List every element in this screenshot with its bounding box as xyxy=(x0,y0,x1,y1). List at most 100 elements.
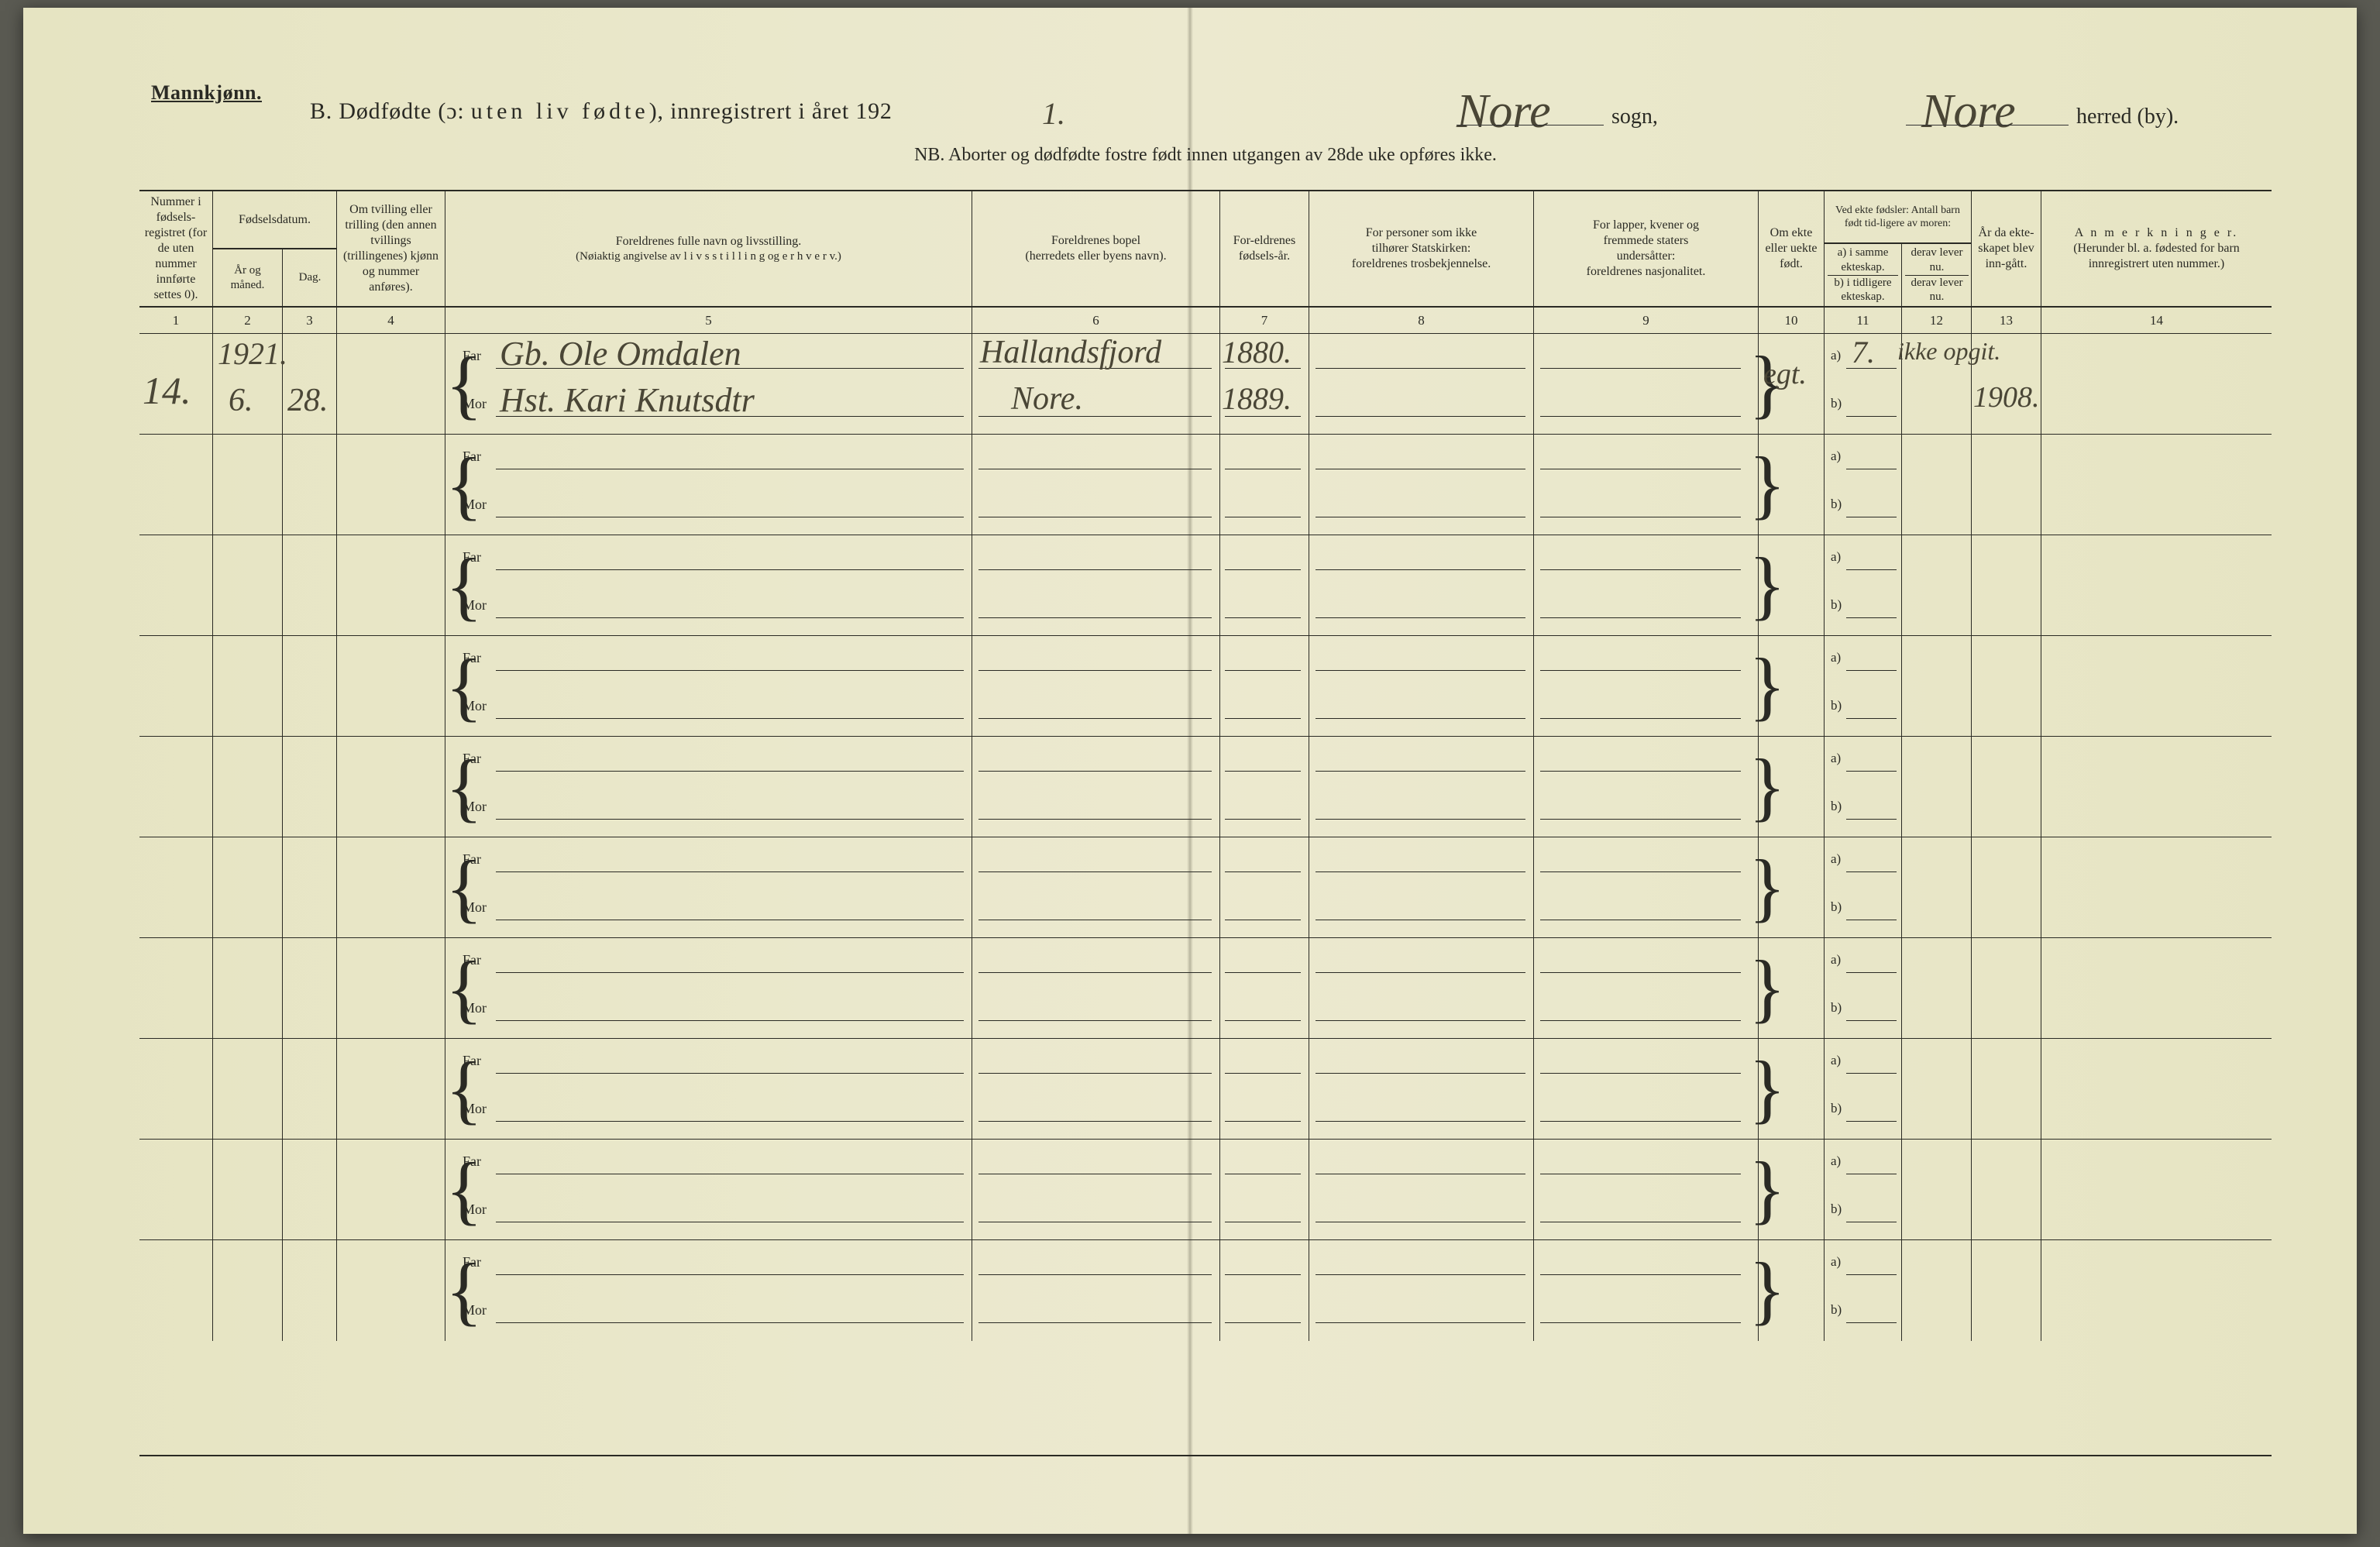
table-body: 14.1921.6.28.{FarMorGb. Ole OmdalenHst. … xyxy=(139,334,2272,1455)
cell-c8 xyxy=(1309,837,1534,937)
cell-c3 xyxy=(283,1140,337,1239)
mor-underline xyxy=(496,617,964,618)
cell-c3 xyxy=(283,435,337,535)
mor-underline xyxy=(1540,1020,1741,1021)
cell-c14 xyxy=(2041,1240,2272,1341)
cell-c10 xyxy=(1759,1240,1825,1341)
col-11a-text: a) i samme ekteskap. xyxy=(1828,246,1898,275)
title-prefix: B. Dødfødte (ɔ: xyxy=(310,98,471,124)
cell-c6 xyxy=(972,737,1220,837)
col-8c-text: foreldrenes trosbekjennelse. xyxy=(1352,256,1491,272)
brace-icon: { xyxy=(445,342,458,426)
cell-c11: a)b) xyxy=(1825,535,1902,635)
cell-c5: {FarMor xyxy=(445,837,972,937)
colnum-8: 8 xyxy=(1309,308,1534,333)
far-underline xyxy=(1540,368,1741,369)
cell-c13 xyxy=(1972,737,2041,837)
cell-c8 xyxy=(1309,636,1534,736)
title-suffix: ), innregistrert i året 192 xyxy=(649,98,892,124)
cell-c9: } xyxy=(1534,334,1759,434)
mor-underline xyxy=(1540,819,1741,820)
mor-label: Mor xyxy=(463,899,487,916)
col-8-head: For personer som ikke tilhører Statskirk… xyxy=(1309,191,1534,306)
mor-label: Mor xyxy=(463,1101,487,1117)
form-title: B. Dødfødte (ɔ: uten liv fødte), innregi… xyxy=(310,98,892,125)
cell-c12 xyxy=(1902,1140,1972,1239)
far-underline xyxy=(1540,771,1741,772)
col-9-head: For lapper, kvener og fremmede staters u… xyxy=(1534,191,1759,306)
cell-c3 xyxy=(283,938,337,1038)
col-9c-text: undersåtter: xyxy=(1617,249,1676,264)
far-underline xyxy=(1540,670,1741,671)
far-underline xyxy=(1316,871,1525,872)
cell-c7 xyxy=(1220,435,1309,535)
cell-c7: 1880.1889. xyxy=(1220,334,1309,434)
far-underline xyxy=(1316,569,1525,570)
far-label: Far xyxy=(463,952,481,968)
b-underline xyxy=(1846,819,1897,820)
cell-c12 xyxy=(1902,1240,1972,1341)
cell-c6 xyxy=(972,535,1220,635)
far-underline xyxy=(1225,972,1301,973)
cell-c7 xyxy=(1220,1039,1309,1139)
b-label: b) xyxy=(1831,1000,1842,1016)
col-8a-text: For personer som ikke xyxy=(1366,225,1477,241)
marriage-year: 1908. xyxy=(1973,380,2040,414)
cell-c11: a)b) xyxy=(1825,636,1902,736)
colnum-12: 12 xyxy=(1902,308,1972,333)
b-label: b) xyxy=(1831,1101,1842,1116)
far-label: Far xyxy=(463,348,481,364)
cell-c9: } xyxy=(1534,737,1759,837)
cell-c14 xyxy=(2041,334,2272,434)
cell-c3 xyxy=(283,1240,337,1341)
col-12a-text: derav lever nu. xyxy=(1905,246,1969,275)
colnum-6: 6 xyxy=(972,308,1220,333)
brace-icon: { xyxy=(445,1147,458,1232)
year-handwritten: 1. xyxy=(1042,95,1065,132)
cell-c10 xyxy=(1759,435,1825,535)
mor-underline xyxy=(1540,718,1741,719)
cell-c12 xyxy=(1902,837,1972,937)
mother-residence: Nore. xyxy=(1011,380,1083,418)
cell-c13 xyxy=(1972,1140,2041,1239)
table-row: 14.1921.6.28.{FarMorGb. Ole OmdalenHst. … xyxy=(139,334,2272,435)
cell-c5: {FarMor xyxy=(445,636,972,736)
cell-c1 xyxy=(139,1140,213,1239)
cell-c9: } xyxy=(1534,636,1759,736)
mor-underline xyxy=(1316,617,1525,618)
cell-c5: {FarMor xyxy=(445,535,972,635)
col-13-text: År da ekte-skapet blev inn-gått. xyxy=(1976,225,2036,272)
far-underline xyxy=(1316,972,1525,973)
brace-icon: { xyxy=(445,1047,458,1131)
cell-c11: a)b) xyxy=(1825,837,1902,937)
mor-underline xyxy=(1316,1121,1525,1122)
entry-number: 14. xyxy=(143,368,191,413)
col-9d-text: foreldrenes nasjonalitet. xyxy=(1587,264,1706,280)
cell-c6 xyxy=(972,1240,1220,1341)
cell-c4 xyxy=(337,737,445,837)
page: Mannkjønn. B. Dødfødte (ɔ: uten liv født… xyxy=(0,0,2380,1547)
mor-underline xyxy=(1540,1322,1741,1323)
col-2-3-head: Fødselsdatum. År og måned. Dag. xyxy=(213,191,337,306)
far-underline xyxy=(1540,1073,1741,1074)
cell-c6 xyxy=(972,837,1220,937)
col-14-head: A n m e r k n i n g e r. (Herunder bl. a… xyxy=(2041,191,2272,306)
cell-c13: 1908. xyxy=(1972,334,2041,434)
cell-c9: } xyxy=(1534,1039,1759,1139)
col-6-head: Foreldrenes bopel (herredets eller byens… xyxy=(972,191,1220,306)
father-name: Gb. Ole Omdalen xyxy=(500,334,741,373)
far-underline xyxy=(1316,1073,1525,1074)
cell-c5: {FarMorGb. Ole OmdalenHst. Kari Knutsdtr xyxy=(445,334,972,434)
cell-c13 xyxy=(1972,938,2041,1038)
cell-c3 xyxy=(283,1039,337,1139)
b-label: b) xyxy=(1831,698,1842,713)
a-label: a) xyxy=(1831,851,1841,867)
b-underline xyxy=(1846,1020,1897,1021)
cell-c11: a)b) xyxy=(1825,1039,1902,1139)
far-underline xyxy=(978,670,1212,671)
cell-c1 xyxy=(139,837,213,937)
colnum-4: 4 xyxy=(337,308,445,333)
cell-c14 xyxy=(2041,837,2272,937)
cell-c2 xyxy=(213,435,283,535)
a-label: a) xyxy=(1831,449,1841,464)
